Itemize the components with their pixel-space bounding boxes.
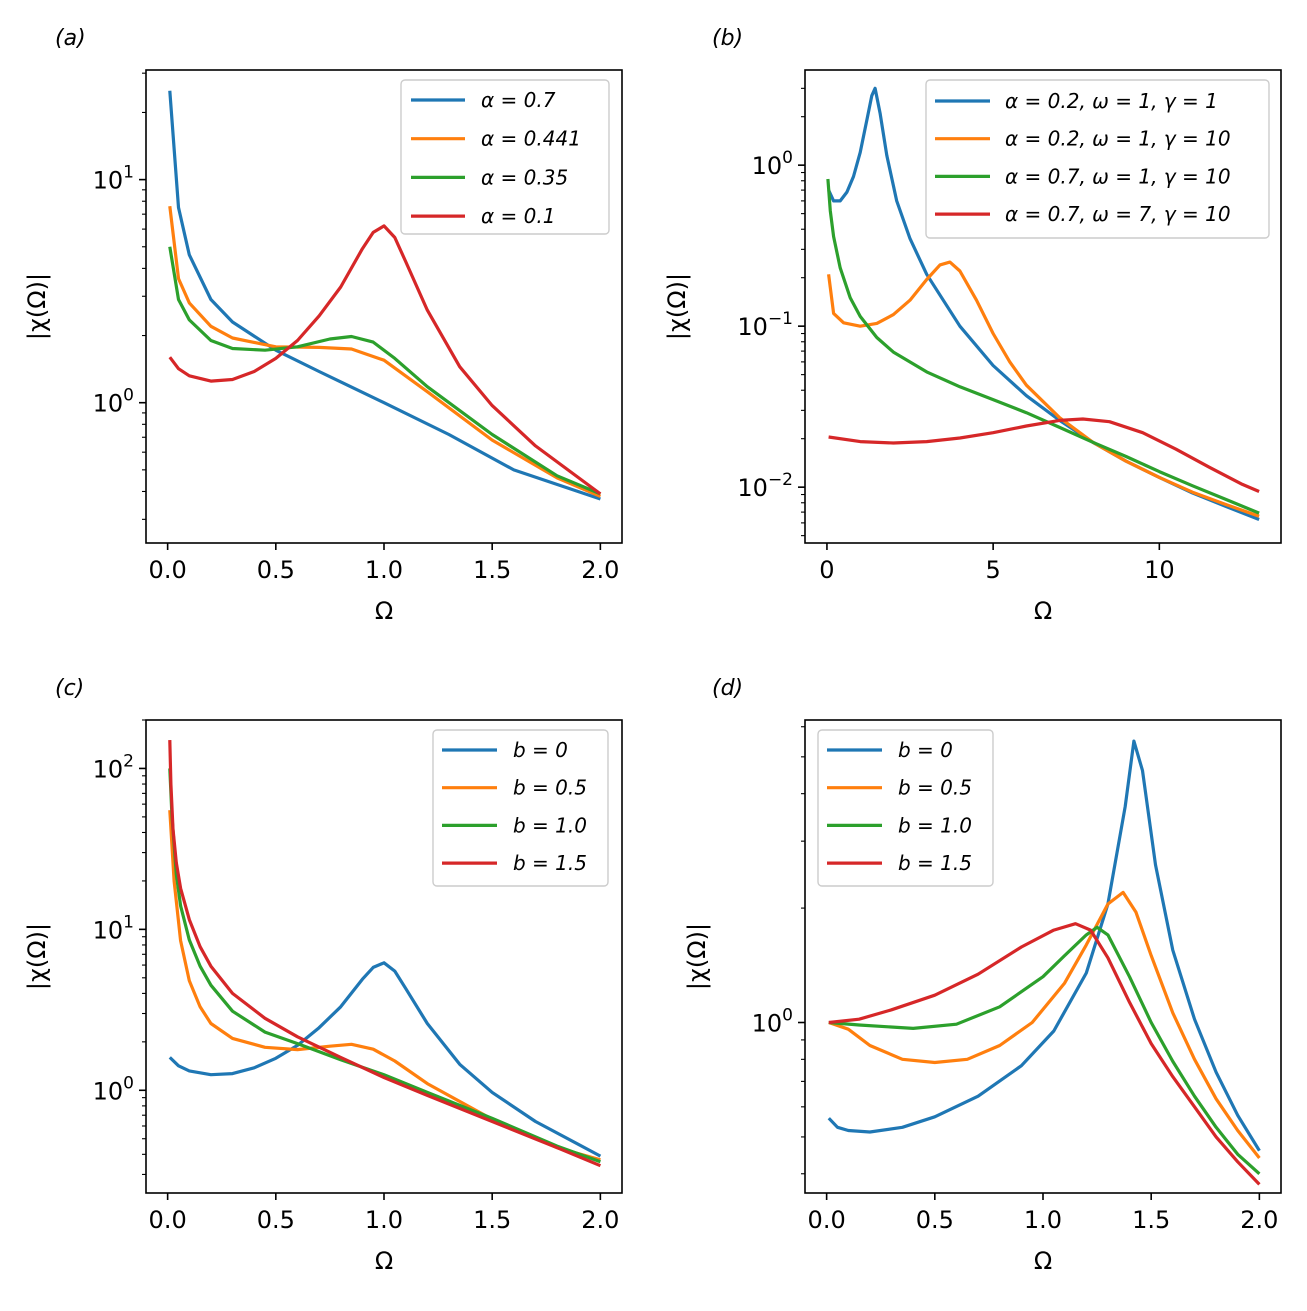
panel-2: 0 5 10 10−2 10−1 100 Ω |χ(Ω)| (b) α = 0.2, ω = 1,… bbox=[663, 26, 1282, 625]
x-tick-label: 1.5 bbox=[1132, 1206, 1170, 1234]
series-line-4 bbox=[168, 224, 602, 496]
x-tick-label: 0.5 bbox=[916, 1206, 954, 1234]
legend-frame bbox=[400, 79, 610, 235]
legend-entry: b = 1.5 bbox=[898, 851, 972, 875]
series-line-4 bbox=[168, 740, 602, 1168]
legend-frame bbox=[432, 729, 609, 887]
x-axis-label: Ω bbox=[375, 1247, 393, 1275]
panel-label: (a) bbox=[55, 26, 86, 51]
legend-entry: α = 0.35 bbox=[481, 165, 568, 189]
series-group bbox=[168, 740, 602, 1168]
x-axis-label: Ω bbox=[375, 597, 393, 625]
legend-entry: b = 1.0 bbox=[513, 813, 587, 837]
series-group bbox=[827, 739, 1261, 1186]
series-group bbox=[826, 86, 1260, 521]
x-tick-label: 0.5 bbox=[257, 1206, 295, 1234]
y-tick-label: 101 bbox=[93, 912, 134, 944]
legend-frame bbox=[925, 79, 1270, 239]
x-axis-label: Ω bbox=[1034, 597, 1052, 625]
legend-entry: α = 0.1 bbox=[481, 204, 555, 228]
x-tick-label: 1.0 bbox=[365, 1206, 403, 1234]
series-line-2 bbox=[828, 890, 1261, 1159]
x-tick-label: 2.0 bbox=[1240, 1206, 1278, 1234]
series-line-1 bbox=[168, 961, 602, 1158]
y-tick-label: 100 bbox=[752, 148, 793, 180]
x-tick-label: 2.0 bbox=[581, 1206, 619, 1234]
legend-entry: b = 1.5 bbox=[513, 851, 587, 875]
legend: b = 0 b = 0.5 b = 1.0 b = 1.5 bbox=[817, 729, 994, 887]
legend-entry: b = 0.5 bbox=[898, 776, 972, 800]
panel-label: (d) bbox=[712, 676, 743, 701]
x-tick-label: 0.0 bbox=[149, 556, 187, 584]
legend: α = 0.2, ω = 1, γ = 1 α = 0.2, ω = 1, γ =… bbox=[925, 79, 1270, 239]
legend-entry: b = 0 bbox=[513, 738, 568, 762]
legend: b = 0 b = 0.5 b = 1.0 b = 1.5 bbox=[432, 729, 609, 887]
legend-entry: α = 0.7, ω = 7, γ = 10 bbox=[1005, 202, 1231, 226]
x-tick-label: 10 bbox=[1144, 556, 1175, 584]
x-tick-label: 1.0 bbox=[1024, 1206, 1062, 1234]
x-axis-label: Ω bbox=[1034, 1247, 1052, 1275]
series-line-2 bbox=[168, 206, 602, 498]
x-tick-label: 0.0 bbox=[808, 1206, 846, 1234]
x-tick-label: 0.0 bbox=[149, 1206, 187, 1234]
panel-4: 0.0 0.5 1.0 1.5 2.0 100 Ω |χ(Ω)| (d) b = 0 b = 0.5… bbox=[683, 676, 1282, 1275]
legend-entry: b = 0 bbox=[898, 738, 953, 762]
y-tick-label: 102 bbox=[93, 751, 134, 783]
x-tick-label: 1.5 bbox=[473, 1206, 511, 1234]
x-tick-label: 5 bbox=[985, 556, 1000, 584]
series-line-4 bbox=[828, 417, 1260, 493]
series-line-3 bbox=[168, 246, 602, 496]
x-tick-label: 0 bbox=[819, 556, 834, 584]
panel-label: (b) bbox=[712, 26, 743, 51]
legend: α = 0.7 α = 0.441 α = 0.35 α = 0.1 bbox=[400, 79, 610, 235]
panel-label: (c) bbox=[55, 676, 84, 701]
legend-entry: α = 0.2, ω = 1, γ = 10 bbox=[1005, 127, 1231, 151]
y-axis-label: |χ(Ω)| bbox=[683, 923, 711, 990]
series-line-3 bbox=[828, 925, 1261, 1175]
legend-entry: b = 1.0 bbox=[898, 813, 972, 837]
legend-entry: α = 0.7 bbox=[481, 88, 556, 112]
y-tick-label: 101 bbox=[93, 163, 134, 195]
x-tick-label: 1.0 bbox=[365, 556, 403, 584]
y-axis-label: |χ(Ω)| bbox=[663, 273, 691, 340]
legend-entry: α = 0.7, ω = 1, γ = 10 bbox=[1005, 164, 1231, 188]
y-tick-label: 100 bbox=[93, 386, 134, 418]
legend-frame bbox=[817, 729, 994, 887]
series-group bbox=[168, 90, 602, 501]
legend-entry: α = 0.2, ω = 1, γ = 1 bbox=[1005, 89, 1218, 113]
series-line-2 bbox=[168, 810, 601, 1162]
series-line-4 bbox=[828, 922, 1261, 1186]
y-tick-label: 100 bbox=[93, 1073, 134, 1105]
series-line-3 bbox=[826, 178, 1260, 515]
y-tick-label: 10−2 bbox=[737, 470, 793, 502]
x-tick-label: 1.5 bbox=[473, 556, 511, 584]
y-tick-label: 10−1 bbox=[737, 309, 793, 341]
y-tick-label: 100 bbox=[752, 1006, 793, 1038]
series-line-3 bbox=[168, 768, 601, 1164]
x-tick-label: 2.0 bbox=[581, 556, 619, 584]
y-axis-label: |χ(Ω)| bbox=[23, 923, 51, 990]
series-line-2 bbox=[827, 260, 1260, 518]
y-axis-label: |χ(Ω)| bbox=[23, 273, 51, 340]
legend-entry: α = 0.441 bbox=[481, 127, 581, 151]
x-tick-label: 0.5 bbox=[257, 556, 295, 584]
legend-entry: b = 0.5 bbox=[513, 776, 587, 800]
axes-frame bbox=[804, 69, 1282, 544]
